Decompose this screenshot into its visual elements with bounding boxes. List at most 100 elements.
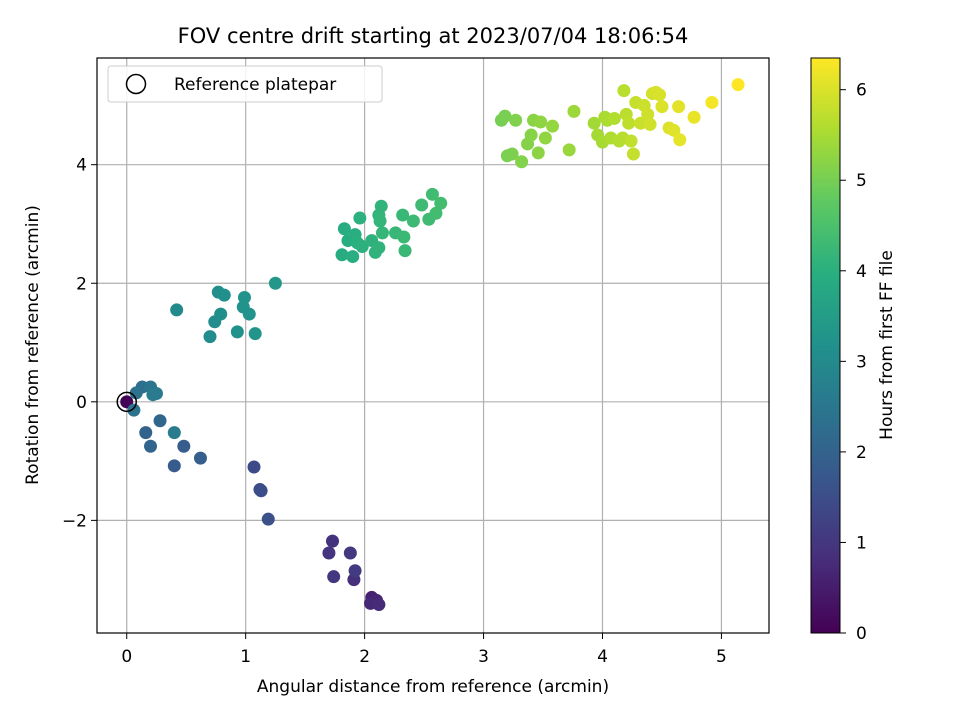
- y-tick-label: 2: [76, 274, 87, 294]
- scatter-point: [348, 564, 362, 578]
- legend-marker-open-circle: [125, 73, 147, 95]
- x-axis-label: Angular distance from reference (arcmin): [257, 677, 609, 697]
- y-axis-label: Rotation from reference (arcmin): [23, 205, 43, 485]
- scatter-point: [505, 147, 519, 161]
- scatter-point: [617, 84, 631, 98]
- scatter-point: [242, 307, 256, 321]
- scatter-point: [230, 325, 244, 339]
- scatter-point: [139, 426, 153, 440]
- scatter-point: [146, 388, 160, 402]
- scatter-point: [397, 230, 411, 244]
- x-tick-label: 1: [240, 647, 251, 667]
- y-tick-label: 0: [76, 393, 87, 413]
- scatter-point: [353, 211, 367, 225]
- colorbar-gradient: [810, 57, 841, 634]
- scatter-point: [425, 187, 439, 201]
- scatter-point: [335, 248, 349, 262]
- scatter-point: [531, 146, 545, 160]
- scatter-point: [373, 214, 387, 228]
- scatter-point: [322, 546, 336, 560]
- scatter-point: [214, 307, 228, 321]
- scatter-point: [237, 290, 251, 304]
- scatter-point: [337, 222, 351, 236]
- scatter-point: [567, 104, 581, 118]
- y-tick-label: −2: [62, 511, 87, 531]
- scatter-point: [607, 111, 621, 125]
- x-axis-ticks: 0 1 2 3 4 5: [121, 633, 727, 667]
- scatter-point: [268, 276, 282, 290]
- scatter-point: [177, 439, 191, 453]
- scatter-point: [203, 330, 217, 344]
- reference-platepar-marker: [116, 391, 137, 413]
- scatter-point: [626, 147, 640, 161]
- scatter-points: [120, 78, 745, 612]
- x-tick-label: 5: [716, 647, 727, 667]
- scatter-point: [667, 123, 681, 137]
- legend-box: [107, 65, 383, 103]
- scatter-point: [372, 241, 386, 255]
- scatter-point: [167, 426, 181, 440]
- scatter-point: [127, 403, 141, 417]
- scatter-point: [144, 439, 158, 453]
- scatter-point: [170, 303, 184, 317]
- scatter-point: [254, 484, 268, 498]
- scatter-point: [705, 95, 719, 109]
- plot-frame: [96, 57, 770, 634]
- scatter-point: [524, 128, 538, 142]
- scatter-point: [673, 133, 687, 147]
- scatter-point: [343, 546, 357, 560]
- colorbar-tick-label: 1: [856, 533, 867, 553]
- x-tick-label: 2: [359, 647, 370, 667]
- scatter-point: [429, 206, 443, 220]
- scatter-point: [587, 116, 601, 130]
- colorbar-tick-label: 5: [856, 171, 867, 191]
- scatter-point: [672, 100, 686, 114]
- colorbar: 0 1 2 3 4 5 6 Hours from first FF file: [810, 57, 897, 644]
- x-tick-label: 0: [121, 647, 132, 667]
- y-tick-label: 4: [76, 156, 87, 176]
- scatter-point: [346, 250, 360, 264]
- scatter-point: [562, 143, 576, 157]
- colorbar-tick-label: 0: [856, 624, 867, 644]
- colorbar-tick-label: 2: [856, 443, 867, 463]
- scatter-point: [327, 570, 341, 584]
- scatter-point: [129, 386, 143, 400]
- scatter-point: [406, 214, 420, 228]
- x-tick-label: 4: [597, 647, 608, 667]
- scatter-point: [515, 155, 529, 169]
- scatter-point: [167, 459, 181, 473]
- scatter-point: [193, 451, 207, 465]
- x-tick-label: 3: [478, 647, 489, 667]
- scatter-point: [434, 196, 448, 210]
- scatter-point: [643, 117, 657, 131]
- colorbar-label: Hours from first FF file: [877, 250, 897, 440]
- scatter-point: [624, 134, 638, 148]
- scatter-point: [396, 208, 410, 222]
- scatter-point: [641, 107, 655, 121]
- scatter-point: [355, 240, 369, 254]
- scatter-point: [687, 110, 701, 124]
- colorbar-ticks: 0 1 2 3 4 5 6: [840, 81, 867, 644]
- reference-marker: [116, 391, 137, 413]
- scatter-point: [375, 226, 389, 240]
- chart-title: FOV centre drift starting at 2023/07/04 …: [178, 24, 689, 48]
- scatter-point: [655, 100, 669, 114]
- legend: Reference platepar: [107, 65, 383, 103]
- scatter-point: [534, 115, 548, 129]
- scatter-point: [498, 109, 512, 123]
- y-axis-ticks: −2 0 2 4: [62, 156, 97, 531]
- scatter-point: [261, 512, 275, 526]
- scatter-point: [415, 198, 429, 212]
- scatter-point: [731, 78, 745, 92]
- legend-entry-reference-platepar: Reference platepar: [174, 75, 336, 95]
- scatter-point: [325, 534, 339, 548]
- grid: [97, 58, 769, 633]
- plot-area: 0 1 2 3 4 5 −2 0 2 4: [62, 57, 770, 667]
- colorbar-tick-label: 3: [856, 352, 867, 372]
- scatter-point: [372, 598, 386, 612]
- scatter-point: [634, 116, 648, 130]
- scatter-point: [622, 116, 636, 130]
- scatter-point: [217, 288, 231, 302]
- scatter-point: [509, 113, 523, 127]
